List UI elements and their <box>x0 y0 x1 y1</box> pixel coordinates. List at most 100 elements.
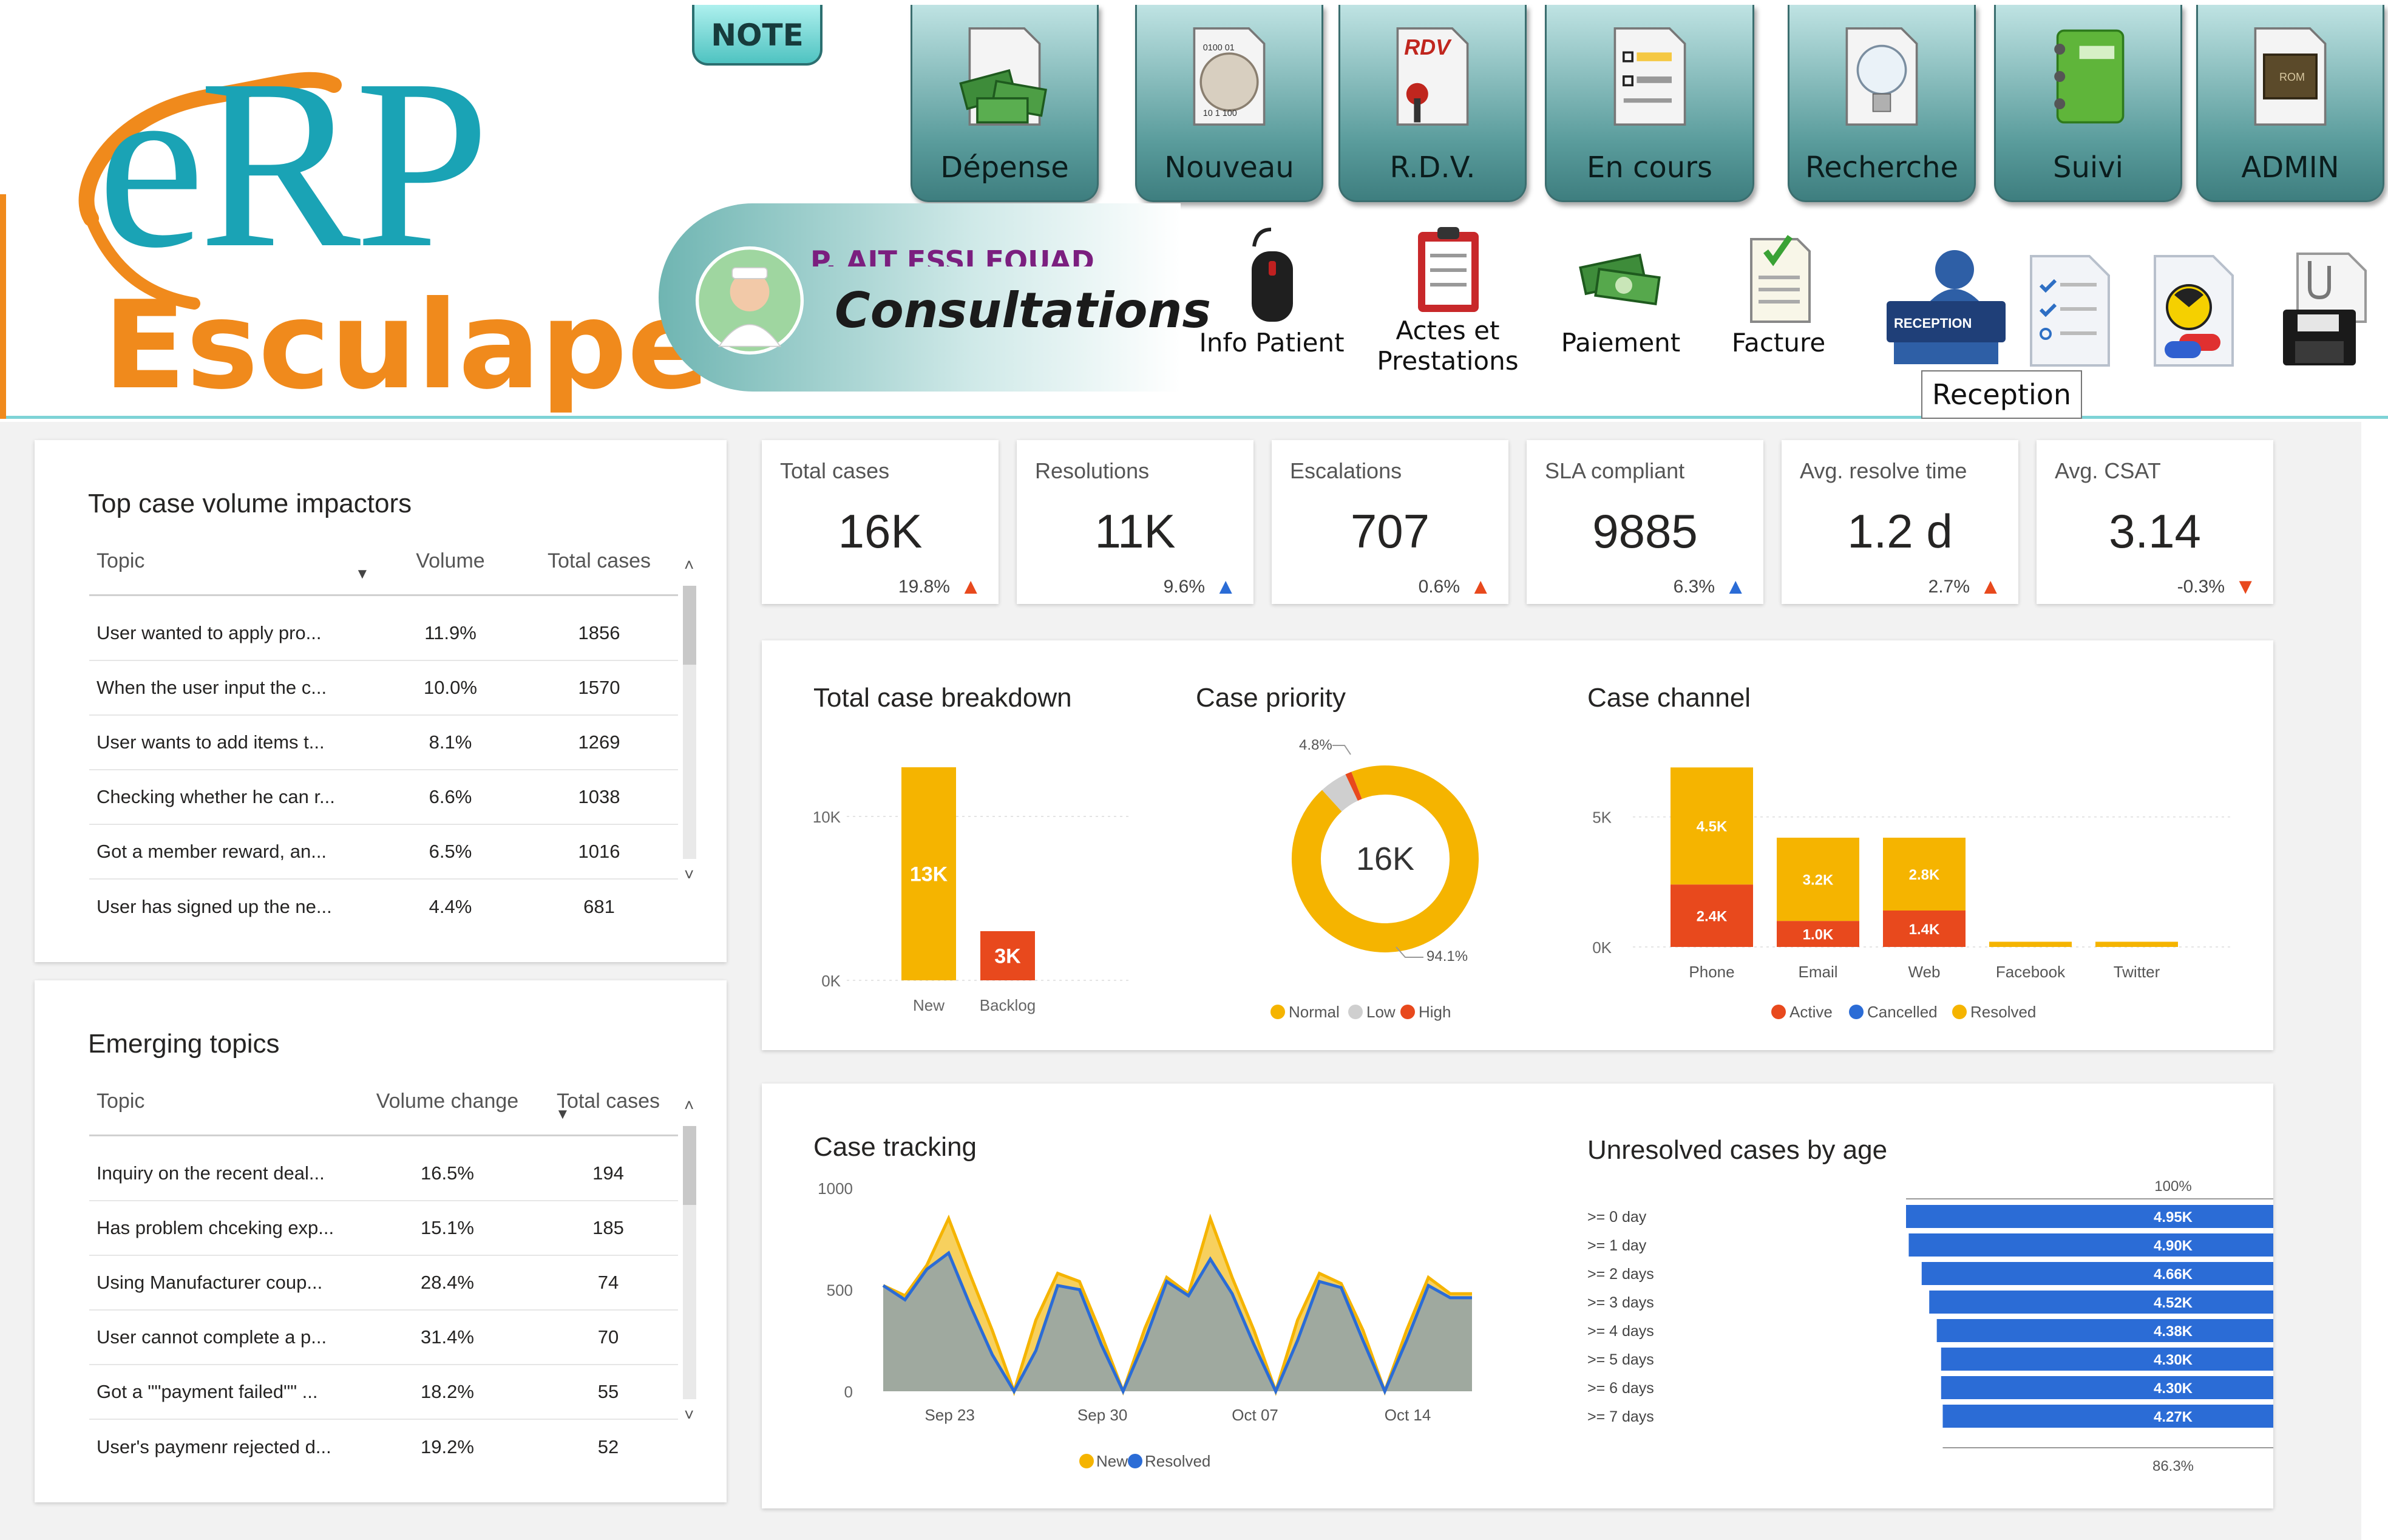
kpi-avg-csat[interactable]: Avg. CSAT 3.14 -0.3% ▼ <box>2037 440 2273 604</box>
depense-button[interactable]: Dépense <box>911 5 1099 202</box>
priority-title: Case priority <box>1196 683 1346 713</box>
tracking-title: Case tracking <box>813 1132 977 1162</box>
emerging-scrollbar[interactable] <box>683 1126 696 1399</box>
actes-prestations-button[interactable]: Actes et Prestations <box>1360 225 1536 376</box>
impactors-header-volume[interactable]: Volume <box>381 528 520 596</box>
kpi-avg-resolve-time[interactable]: Avg. resolve time 1.2 d 2.7% ▲ <box>1782 440 2018 604</box>
table-row[interactable]: User wants to add items t... 8.1% 1269 <box>89 715 678 770</box>
category-label: >= 0 day <box>1587 1209 1647 1226</box>
row-topic: Inquiry on the recent deal... <box>89 1146 356 1201</box>
scroll-down-icon[interactable]: ˅ <box>684 1405 694 1424</box>
nouveau-label: Nouveau <box>1164 151 1294 185</box>
slice-data-label: 4.8% <box>1299 737 1332 753</box>
x-tick-label: Twitter <box>2114 963 2160 981</box>
scroll-up-icon[interactable]: ˄ <box>684 555 694 574</box>
table-row[interactable]: Has problem chceking exp... 15.1% 185 <box>89 1201 678 1256</box>
impactors-header-total[interactable]: Total cases <box>520 528 678 596</box>
svg-text:0100 01: 0100 01 <box>1203 43 1235 53</box>
kpi-escalations[interactable]: Escalations 707 0.6% ▲ <box>1272 440 1508 604</box>
kpi-value: 11K <box>1094 504 1176 558</box>
legend-label: New <box>1096 1452 1128 1470</box>
row-total: 1856 <box>520 606 678 661</box>
row-topic: User's paymenr rejected d... <box>97 1436 331 1457</box>
kpi-change: 9.6% <box>1163 577 1205 597</box>
emerging-header-total[interactable]: Total cases ▼ <box>538 1068 678 1136</box>
save-document-icon[interactable] <box>2273 249 2383 370</box>
x-tick-label: Web <box>1908 963 1941 981</box>
stacked-bar-segment <box>1671 884 1753 947</box>
bar-data-label: 4.5K <box>1697 819 1728 835</box>
y-tick-label: 0 <box>844 1383 853 1401</box>
reception-desk-icon[interactable]: RECEPTION <box>1882 243 2009 376</box>
scroll-down-icon[interactable]: ˅ <box>684 865 694 884</box>
recherche-button[interactable]: Recherche <box>1788 5 1976 202</box>
kpi-total-cases[interactable]: Total cases 16K 19.8% ▲ <box>762 440 999 604</box>
info-patient-button[interactable]: Info Patient <box>1190 225 1354 358</box>
table-row[interactable]: Got a member reward, an... 6.5% 1016 <box>89 824 678 880</box>
en-cours-button[interactable]: En cours <box>1545 5 1754 202</box>
table-row[interactable]: Inquiry on the recent deal... 16.5% 194 <box>89 1146 678 1201</box>
kpi-resolutions[interactable]: Resolutions 11K 9.6% ▲ <box>1017 440 1253 604</box>
table-row[interactable]: User has signed up the ne... 4.4% 681 <box>89 879 678 934</box>
money-icon <box>959 27 1048 126</box>
scrollbar-thumb[interactable] <box>683 586 696 665</box>
leader-line <box>1396 946 1423 958</box>
impactors-table: Topic ▼ Volume Total cases User wanted to… <box>89 528 678 934</box>
row-volume-change: 28.4% <box>356 1255 538 1311</box>
impactors-scrollbar[interactable] <box>683 586 696 859</box>
legend-swatch <box>1400 1005 1415 1019</box>
sort-desc-icon[interactable]: ▼ <box>355 566 370 582</box>
scroll-up-icon[interactable]: ˄ <box>684 1096 694 1114</box>
scrollbar-thumb[interactable] <box>683 1126 696 1205</box>
nurse-avatar-icon <box>695 246 804 355</box>
table-row[interactable]: When the user input the c... 10.0% 1570 <box>89 660 678 716</box>
category-label: >= 2 days <box>1587 1266 1654 1283</box>
cash-icon <box>1579 253 1661 306</box>
emerging-header-volume-change[interactable]: Volume change <box>356 1068 538 1136</box>
facture-label: Facture <box>1731 328 1826 358</box>
table-row[interactable]: Using Manufacturer coup... 28.4% 74 <box>89 1255 678 1311</box>
category-label: >= 3 days <box>1587 1294 1654 1311</box>
svg-text:10 1 100: 10 1 100 <box>1203 109 1237 118</box>
bar-data-label: 4.66K <box>2154 1266 2193 1283</box>
legend-label: Cancelled <box>1867 1003 1938 1021</box>
checklist-document-icon[interactable] <box>2021 249 2118 370</box>
logo-erp-text: eRP <box>97 29 490 298</box>
row-total: 1038 <box>520 770 678 825</box>
kpi-change: 6.3% <box>1673 577 1715 597</box>
kpi-sla-compliant[interactable]: SLA compliant 9885 6.3% ▲ <box>1527 440 1763 604</box>
radiology-document-icon[interactable] <box>2143 249 2246 370</box>
left-accent-bar <box>0 194 6 419</box>
admin-button[interactable]: ROM ADMIN <box>2196 5 2384 202</box>
unresolved-title: Unresolved cases by age <box>1587 1135 1888 1165</box>
bar-data-label: 4.30K <box>2154 1380 2193 1397</box>
funnel-bar <box>1936 1319 2273 1342</box>
table-row[interactable]: User wanted to apply pro... 11.9% 1856 <box>89 606 678 661</box>
consultations-banner[interactable]: P. AIT ESSI FOUAD Consultations <box>659 203 1211 392</box>
paiement-label: Paiement <box>1561 328 1681 358</box>
row-total: 1269 <box>520 715 678 770</box>
trend-up-icon: ▲ <box>1470 574 1491 599</box>
tracking-charts-card: Case tracking Unresolved cases by age 0 5… <box>762 1084 2273 1508</box>
emerging-table: Topic Volume change Total cases ▼ Inquiry… <box>89 1068 678 1474</box>
note-button[interactable]: NOTE <box>692 5 823 66</box>
table-row[interactable]: Checking whether he can r... 6.6% 1038 <box>89 770 678 825</box>
x-tick-label: Backlog <box>980 996 1036 1014</box>
legend-label: Active <box>1789 1003 1833 1021</box>
paiement-button[interactable]: Paiement <box>1542 225 1700 358</box>
impactors-header-topic[interactable]: Topic ▼ <box>89 528 381 596</box>
table-row[interactable]: User's paymenr rejected d... 19.2% 52 <box>89 1419 678 1474</box>
suivi-button[interactable]: Suivi <box>1994 5 2182 202</box>
rdv-button[interactable]: RDV R.D.V. <box>1338 5 1527 202</box>
kpi-change: -0.3% <box>2177 577 2225 597</box>
facture-button[interactable]: Facture <box>1706 225 1851 358</box>
row-volume-change: 31.4% <box>356 1310 538 1365</box>
recherche-label: Recherche <box>1805 151 1959 185</box>
table-row[interactable]: Got a ""payment failed"" ... 18.2% 55 <box>89 1365 678 1420</box>
sort-desc-icon[interactable]: ▼ <box>555 1106 570 1122</box>
emerging-header-topic[interactable]: Topic <box>89 1068 356 1136</box>
kpi-value: 1.2 d <box>1847 504 1953 558</box>
new-document-icon: 0100 01 10 1 100 <box>1193 27 1266 126</box>
table-row[interactable]: User cannot complete a p... 31.4% 70 <box>89 1310 678 1365</box>
nouveau-button[interactable]: 0100 01 10 1 100 Nouveau <box>1135 5 1323 202</box>
